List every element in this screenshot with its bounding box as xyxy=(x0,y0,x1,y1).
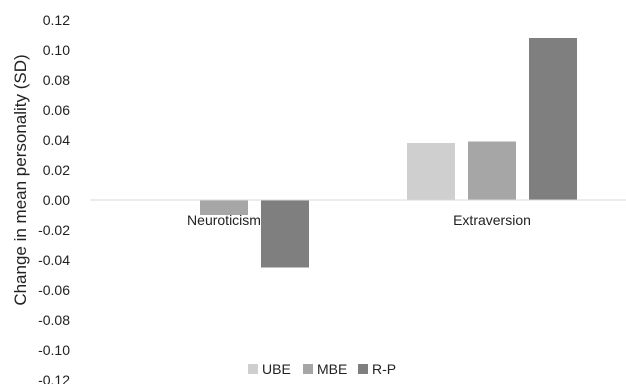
y-tick-label: -0.02 xyxy=(38,222,70,238)
y-tick-label: 0.06 xyxy=(43,102,70,118)
legend-label-ube: UBE xyxy=(262,361,291,377)
bar-ube-extraversion xyxy=(407,143,455,200)
y-axis-ticks: 0.12 0.10 0.08 0.06 0.04 0.02 0.00 -0.02 -0.04 -0… xyxy=(38,12,70,384)
y-tick-label: -0.06 xyxy=(38,282,70,298)
legend: UBE MBE R-P xyxy=(248,361,396,377)
bar-mbe-neuroticism xyxy=(200,200,248,215)
bars xyxy=(200,38,577,268)
y-axis-title: Change in mean personality (SD) xyxy=(11,54,30,305)
bar-r-p-extraversion xyxy=(529,38,577,200)
category-label-extraversion: Extraversion xyxy=(453,212,531,228)
legend-swatch-ube xyxy=(248,364,258,374)
y-tick-label: 0.02 xyxy=(43,162,70,178)
category-label-neuroticism: Neuroticism xyxy=(187,212,261,228)
y-tick-label: 0.12 xyxy=(43,12,70,28)
bar-mbe-extraversion xyxy=(468,141,516,200)
legend-label-mbe: MBE xyxy=(317,361,347,377)
category-labels: Neuroticism Extraversion xyxy=(187,212,531,228)
legend-swatch-mbe xyxy=(303,364,313,374)
y-tick-label: 0.00 xyxy=(43,192,70,208)
legend-swatch-r-p xyxy=(358,364,368,374)
y-tick-label: -0.10 xyxy=(38,342,70,358)
y-tick-label: -0.04 xyxy=(38,252,70,268)
y-tick-label: -0.08 xyxy=(38,312,70,328)
y-tick-label: 0.08 xyxy=(43,72,70,88)
legend-label-r-p: R-P xyxy=(372,361,396,377)
bar-r-p-neuroticism xyxy=(261,200,309,268)
y-tick-label: -0.12 xyxy=(38,372,70,384)
y-tick-label: 0.10 xyxy=(43,42,70,58)
y-tick-label: 0.04 xyxy=(43,132,70,148)
